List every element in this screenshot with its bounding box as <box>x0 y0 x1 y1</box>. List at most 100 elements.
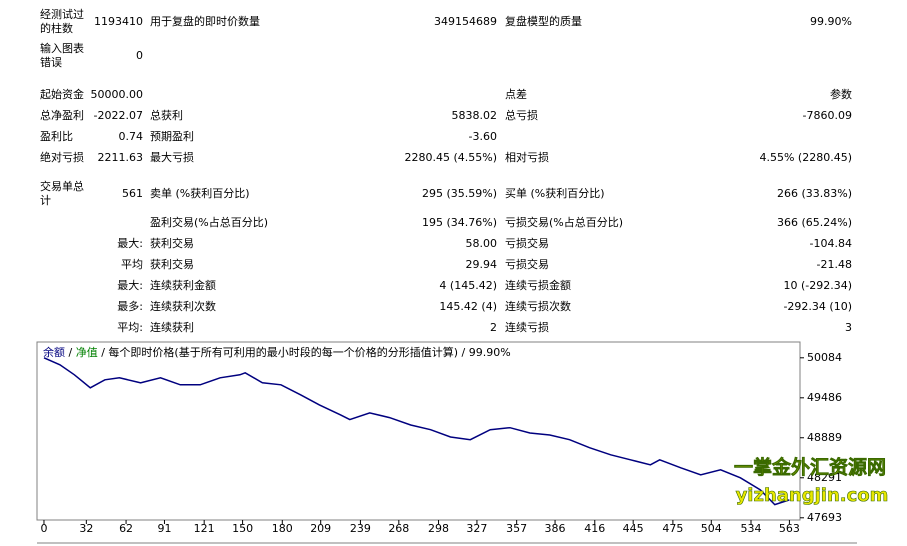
x-tick-label: 563 <box>779 522 800 535</box>
legend: 余额 / 净值 / 每个即时价格(基于所有可利用的最小时段的每一个价格的分形插值… <box>43 345 511 359</box>
y-tick-label: 49486 <box>807 391 842 404</box>
report-value: 29.94 <box>465 258 498 271</box>
watermark: yizhangjin.com <box>736 485 889 506</box>
report-value: 266 (33.83%) <box>776 187 852 200</box>
report-value: 561 <box>122 187 143 200</box>
x-tick-label: 62 <box>119 522 133 535</box>
report-label: 连续获利金额 <box>150 279 216 292</box>
report-value: -3.60 <box>468 130 497 143</box>
balance-line <box>43 357 790 506</box>
x-tick-label: 357 <box>506 522 527 535</box>
legend-separator: / <box>65 346 76 359</box>
report-label: 连续亏损金额 <box>505 279 571 292</box>
x-tick-label: 298 <box>428 522 449 535</box>
plot-frame <box>36 341 801 521</box>
y-tick-label: 48291 <box>807 471 842 484</box>
x-tick-label: 475 <box>662 522 683 535</box>
x-tick-label: 445 <box>623 522 644 535</box>
report-label: 最大亏损 <box>150 151 194 164</box>
report-value: 99.90% <box>810 15 852 28</box>
report-label: 连续获利次数 <box>150 300 216 313</box>
report-label: 总获利 <box>150 109 183 122</box>
x-tick-label: 239 <box>350 522 371 535</box>
legend-item: 余额 <box>43 345 65 359</box>
legend-item: 99.90% <box>469 346 511 359</box>
report-value: 最大: <box>117 279 143 292</box>
x-tick-label: 268 <box>388 522 409 535</box>
x-tick-label: 209 <box>310 522 331 535</box>
report-value: 349154689 <box>434 15 497 28</box>
x-tick-label: 91 <box>157 522 171 535</box>
report-label: 预期盈利 <box>150 130 194 143</box>
x-tick-label: 504 <box>701 522 722 535</box>
x-tick-label: 121 <box>194 522 215 535</box>
y-tick-label: 47693 <box>807 511 842 524</box>
x-tick-label: 416 <box>584 522 605 535</box>
report-label: 总净盈利 <box>40 109 84 122</box>
report-value: 2280.45 (4.55%) <box>404 151 497 164</box>
legend-separator: / <box>98 346 109 359</box>
report-value: -7860.09 <box>802 109 852 122</box>
x-tick-label: 180 <box>272 522 293 535</box>
report-label: 输入图表错误 <box>40 42 84 69</box>
legend-item: 净值 <box>76 345 98 359</box>
report-value: 参数 <box>830 88 852 101</box>
report-label: 亏损交易 <box>505 237 549 250</box>
report-value: 4 (145.42) <box>439 279 497 292</box>
report-value: 4.55% (2280.45) <box>759 151 852 164</box>
y-tick-label: 50084 <box>807 351 842 364</box>
report-value: 2211.63 <box>97 151 144 164</box>
report-label: 获利交易 <box>150 237 194 250</box>
report-value: 2 <box>490 321 497 334</box>
report-value: 最多: <box>117 300 143 313</box>
x-tick-label: 0 <box>40 522 47 535</box>
report-value: 10 (-292.34) <box>783 279 852 292</box>
report-label: 亏损交易(%占总百分比) <box>505 216 624 229</box>
report-value: 平均 <box>121 258 143 271</box>
report-label: 总亏损 <box>505 109 538 122</box>
report-label: 起始资金 <box>40 88 84 101</box>
report-label: 绝对亏损 <box>40 151 84 164</box>
report-value: 366 (65.24%) <box>776 216 852 229</box>
report-value: 最大: <box>117 237 143 250</box>
report-label: 盈利交易(%占总百分比) <box>150 216 269 229</box>
y-tick-label: 48889 <box>807 431 842 444</box>
report-label: 连续获利 <box>150 321 194 334</box>
report-label: 经测试过的柱数 <box>40 8 84 35</box>
x-tick-label: 534 <box>741 522 762 535</box>
report-label: 连续亏损 <box>505 321 549 334</box>
report-value: -292.34 (10) <box>783 300 852 313</box>
report-label: 点差 <box>505 88 527 101</box>
report-label: 买单 (%获利百分比) <box>505 187 605 200</box>
report-value: 195 (34.76%) <box>421 216 497 229</box>
report-value: 1193410 <box>94 15 143 28</box>
report-value: 0 <box>136 49 143 62</box>
report-value: 0.74 <box>118 130 144 143</box>
report-label: 盈利比 <box>40 130 73 143</box>
report-value: -21.48 <box>816 258 852 271</box>
report-label: 亏损交易 <box>505 258 549 271</box>
x-tick-label: 327 <box>466 522 487 535</box>
report-label: 连续亏损次数 <box>505 300 571 313</box>
report-value: -2022.07 <box>93 109 143 122</box>
report-label: 获利交易 <box>150 258 194 271</box>
x-tick-label: 32 <box>79 522 93 535</box>
x-tick-label: 386 <box>545 522 566 535</box>
watermark: 一掌金外汇资源网 <box>734 456 886 479</box>
report-value: 平均: <box>117 321 143 334</box>
report-value: 5838.02 <box>451 109 498 122</box>
report-label: 卖单 (%获利百分比) <box>150 187 250 200</box>
report-label: 复盘模型的质量 <box>505 15 582 28</box>
report-value: 295 (35.59%) <box>421 187 497 200</box>
report-label: 相对亏损 <box>505 151 549 164</box>
legend-item: 每个即时价格(基于所有可利用的最小时段的每一个价格的分形插值计算) <box>108 345 458 359</box>
report-value: 58.00 <box>465 237 498 250</box>
report-label: 用于复盘的即时价数量 <box>150 15 260 28</box>
report-label: 交易单总计 <box>40 180 84 207</box>
x-tick-label: 150 <box>232 522 253 535</box>
report-value: 50000.00 <box>90 88 144 101</box>
report-value: 3 <box>845 321 852 334</box>
report-value: 145.42 (4) <box>439 300 497 313</box>
